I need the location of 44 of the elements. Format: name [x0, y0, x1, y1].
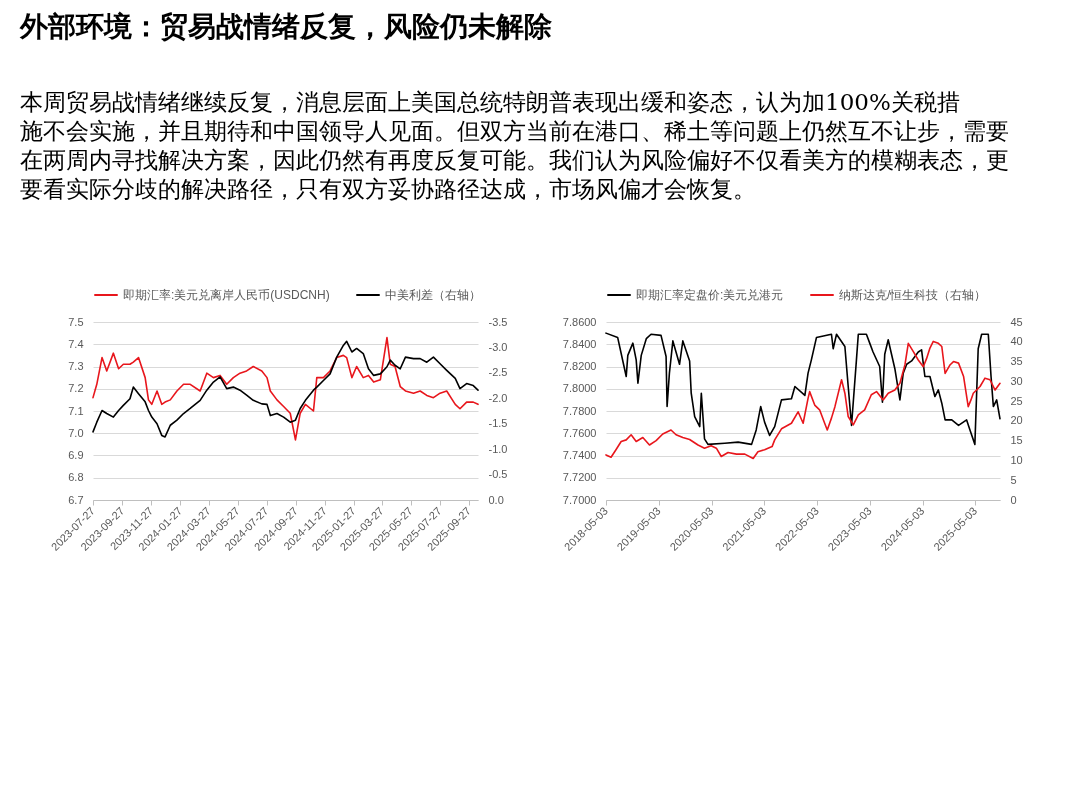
chart-title: 外部环境：贸易战情绪反复，风险仍未解除 — [19, 10, 552, 43]
y-tick-label: 7.8200 — [562, 360, 597, 372]
y-tick-label: 7.8000 — [562, 382, 597, 395]
y-tick-label: 7.8400 — [562, 337, 597, 350]
y-tick-label: 6.8 — [68, 471, 84, 484]
legend-label: 即期汇率:美元兑离岸人民币(USDCNH) — [123, 288, 330, 302]
y2-tick-label: -1.0 — [488, 442, 508, 455]
y-tick-label: 7.7000 — [562, 493, 597, 506]
y-tick-label: 7.8600 — [562, 315, 597, 328]
y-tick-label: 7.7200 — [562, 471, 597, 484]
legend-label: 纳斯达克/恒生科技（右轴） — [839, 288, 987, 302]
y2-tick-label: 25 — [1010, 394, 1023, 407]
y2-tick-label: -3.5 — [488, 315, 508, 328]
legend-label: 中美利差（右轴） — [385, 288, 481, 302]
line-series — [605, 340, 1001, 460]
y2-tick-label: 0 — [1010, 493, 1017, 506]
y-tick-label: 6.9 — [68, 449, 84, 461]
y-tick-label: 7.1 — [68, 404, 84, 417]
line-series — [605, 332, 1001, 446]
y2-tick-label: 20 — [1010, 414, 1023, 427]
legend-label: 即期汇率定盘价:美元兑港元 — [636, 288, 784, 302]
y2-tick-label: -2.5 — [488, 366, 508, 379]
y2-tick-label: -0.5 — [488, 468, 508, 481]
y-tick-label: 7.5 — [68, 315, 84, 328]
y-tick-label: 7.7400 — [562, 449, 597, 461]
y2-tick-label: -1.5 — [488, 417, 508, 430]
y-tick-label: 7.4 — [68, 337, 84, 350]
y2-tick-label: 10 — [1010, 453, 1023, 466]
y2-tick-label: 40 — [1010, 335, 1023, 348]
y-tick-label: 6.7 — [68, 493, 84, 506]
y2-tick-label: 5 — [1010, 473, 1017, 486]
y2-tick-label: -2.0 — [488, 391, 508, 404]
y-tick-label: 7.0 — [68, 426, 84, 439]
y-tick-label: 7.3 — [68, 360, 84, 372]
y-tick-label: 7.7800 — [562, 404, 597, 417]
chart-subtitle: 本周贸易战情绪继续反复，消息层面上美国总统特朗普表现出缓和姿态，认为加100%关税措施不会实施，并且期待和中国领导人见面。但双方当前在港口、稀土等问题上仍然互不让步，需要在两周内寻找解决方案，因此仍然有再度反复可能。我们认为风险偏好不仅看美方的模糊表态，更要看实际分歧的解决路径，只有双方妥协路径达成，市场风偏才会恢复。 — [20, 89, 1009, 202]
y-tick-label: 7.2 — [68, 382, 84, 395]
y2-tick-label: -3.0 — [488, 340, 508, 353]
y-tick-label: 7.7600 — [562, 426, 597, 439]
y2-tick-label: 35 — [1010, 355, 1023, 368]
y2-tick-label: 15 — [1010, 434, 1023, 447]
y2-tick-label: 0.0 — [488, 493, 504, 506]
y2-tick-label: 45 — [1010, 315, 1023, 328]
y2-tick-label: 30 — [1010, 374, 1023, 387]
